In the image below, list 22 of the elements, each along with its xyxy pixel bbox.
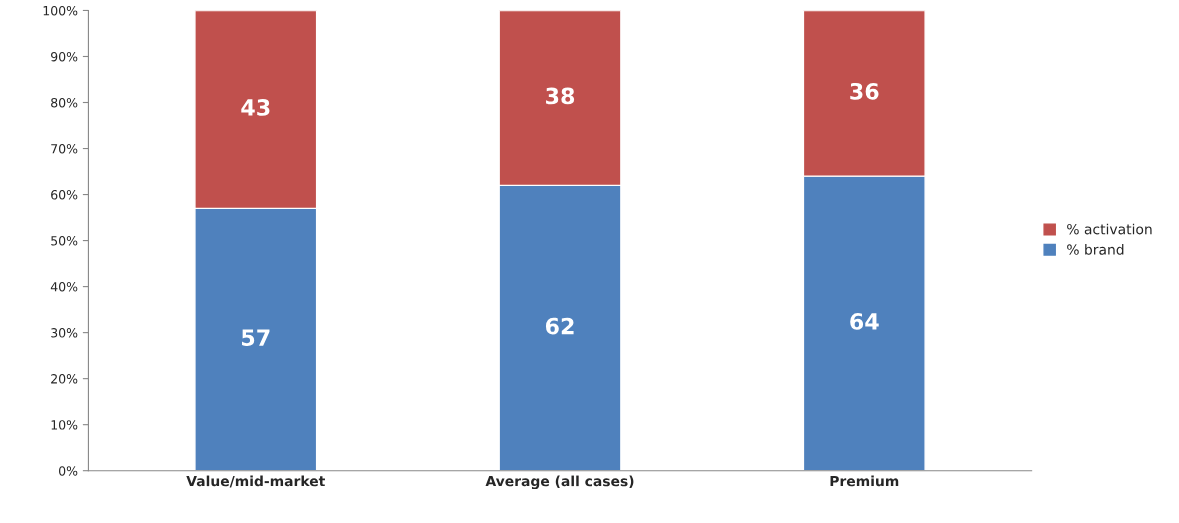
y-tick-label: 20% <box>51 374 78 384</box>
y-tick-label: 30% <box>51 328 78 338</box>
x-tick-label: Premium <box>830 475 899 487</box>
y-tick-label: 100% <box>43 5 78 16</box>
y-tick-label: 50% <box>51 236 78 246</box>
y-tick-label: 0% <box>59 466 78 476</box>
y-tick-label: 10% <box>51 420 78 430</box>
y-tick-label: 80% <box>51 97 78 108</box>
x-tick-label: Value/mid-market <box>186 475 325 488</box>
legend-label: % brand <box>1067 244 1124 255</box>
y-tick-label: 90% <box>51 51 78 62</box>
data-label: 38 <box>546 87 575 105</box>
y-tick-label: 70% <box>51 144 78 154</box>
y-tick-label: 60% <box>51 190 78 200</box>
data-label: 57 <box>242 329 270 346</box>
data-label: 43 <box>241 99 270 116</box>
y-tick-label: 40% <box>50 282 78 292</box>
data-label: 36 <box>850 82 879 100</box>
data-label: 64 <box>850 313 879 330</box>
legend-label: % activation <box>1067 223 1152 235</box>
data-label: 62 <box>545 317 574 335</box>
x-tick-label: Average (all cases) <box>485 475 634 490</box>
